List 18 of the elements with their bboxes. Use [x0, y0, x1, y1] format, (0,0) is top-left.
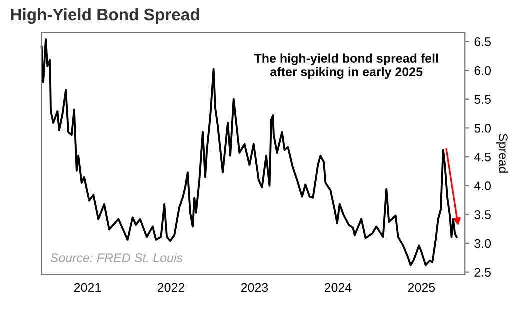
y-axis-title: Spread	[496, 134, 508, 173]
x-tick-label: 2023	[241, 283, 268, 292]
x-tick-label: 2021	[74, 283, 102, 292]
x-tick-label: 2022	[158, 283, 185, 292]
chart-title: High-Yield Bond Spread	[11, 8, 200, 24]
y-tick-label: 6.5	[474, 38, 491, 46]
annotation: The high-yield bond spread fell after spiking in early 2025	[254, 54, 438, 80]
x-tick-label: 2025	[408, 283, 436, 292]
y-tick-label: 6.0	[474, 66, 492, 76]
y-tick-label: 5.0	[474, 124, 492, 133]
y-tick-label: 3.5	[474, 210, 491, 220]
y-tick-label: 3.0	[474, 239, 492, 248]
x-tick-label: 2024	[324, 283, 352, 292]
y-tick-label: 4.0	[474, 182, 492, 190]
annotation: Source: FRED St. Louis	[50, 253, 183, 262]
y-tick-label: 5.5	[474, 95, 491, 104]
y-tick-label: 2.5	[474, 268, 491, 277]
y-tick-label: 4.5	[474, 152, 491, 162]
